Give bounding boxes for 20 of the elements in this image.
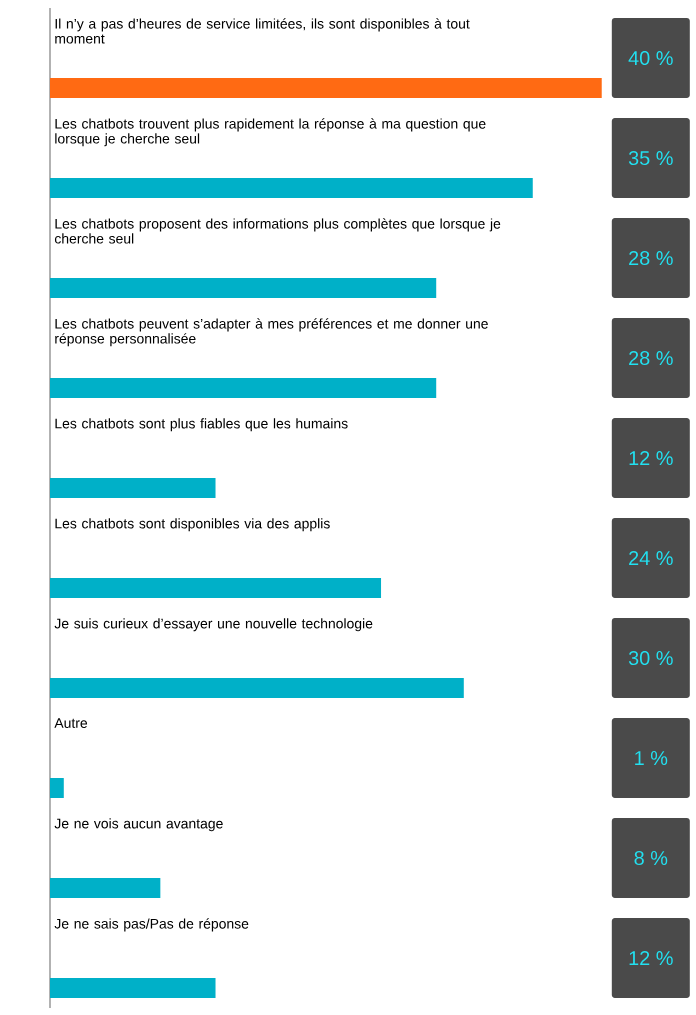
data-label: 8 % (634, 850, 668, 866)
y-tick-label: Les chatbots trouvent plus rapidement la réponse à ma question que lorsque je cherche seul (55, 118, 486, 147)
data-label: 1 % (635, 751, 668, 765)
y-tick-label: Autre (54, 718, 88, 728)
y-tick-label: Les chatbots peuvent s’adapter à mes préférences et me donner une réponse personnalisée (55, 318, 488, 347)
data-label: 40 % (628, 50, 673, 66)
data-label: 28 % (629, 350, 673, 366)
y-tick-label: Je ne sais pas/Pas de réponse (54, 918, 249, 932)
data-label: 28 % (629, 250, 673, 266)
data-label: 35 % (628, 150, 673, 166)
data-label: 12 % (629, 451, 673, 466)
data-label: 30 % (628, 650, 673, 666)
y-tick-label: Les chatbots proposent des informations plus complètes que lorsque je cherche seul (54, 218, 501, 244)
data-label: 12 % (629, 951, 673, 966)
y-tick-label: Les chatbots sont plus fiables que les humains (55, 418, 348, 432)
y-tick-label: Je suis curieux d’essayer une nouvelle technologie (54, 618, 373, 632)
y-tick-label: Je ne vois aucun avantage (54, 818, 223, 832)
y-tick-label: Il n’y a pas d’heures de service limitées, ils sont disponibles à tout moment (55, 18, 470, 44)
y-tick-label: Les chatbots sont disponibles via des applis (55, 518, 330, 532)
data-label: 24 % (629, 551, 673, 566)
